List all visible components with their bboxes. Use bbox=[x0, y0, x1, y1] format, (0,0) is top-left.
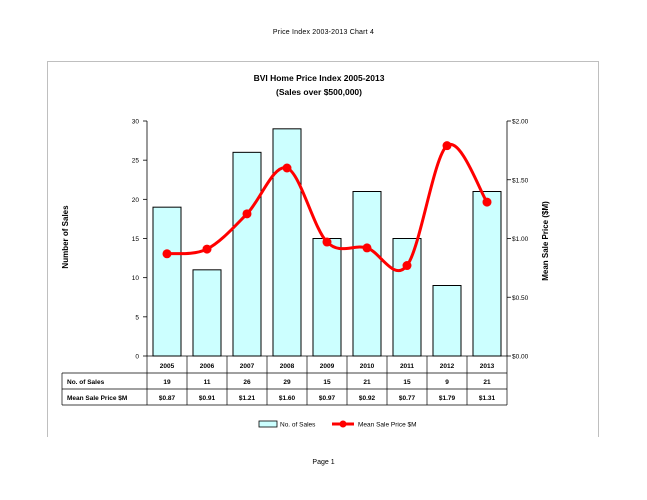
x-tick-label: 2008 bbox=[280, 363, 295, 370]
y-tick-label: 0 bbox=[135, 354, 139, 361]
table-cell: 15 bbox=[323, 379, 331, 386]
x-tick-label: 2013 bbox=[480, 363, 495, 370]
y-tick-label: 25 bbox=[132, 158, 140, 165]
chart-title: BVI Home Price Index 2005-2013 bbox=[254, 73, 385, 83]
x-tick-label: 2006 bbox=[200, 363, 215, 370]
x-tick-label: 2012 bbox=[440, 363, 455, 370]
y2-tick-label: $0.50 bbox=[512, 295, 529, 302]
y2-tick-label: $1.50 bbox=[512, 177, 529, 184]
price-point-2007 bbox=[242, 209, 252, 219]
price-point-2011 bbox=[402, 261, 412, 271]
legend-label-line: Mean Sale Price $M bbox=[358, 422, 417, 429]
legend-swatch-marker bbox=[339, 420, 347, 428]
x-tick-label: 2011 bbox=[400, 363, 414, 370]
price-point-2008 bbox=[282, 163, 292, 173]
table-cell: $0.77 bbox=[399, 395, 416, 402]
plot-area: 0 5 10 15 20 25 30 $0.00 $0.50 $1.00 $1.50 $2.00 200… bbox=[61, 119, 529, 429]
price-point-2006 bbox=[202, 244, 212, 254]
price-point-2013 bbox=[482, 197, 492, 207]
page-footer: Page 1 bbox=[312, 459, 335, 466]
bar-2012 bbox=[432, 285, 462, 357]
x-tick-label: 2009 bbox=[320, 363, 335, 370]
table-cell: $0.87 bbox=[159, 395, 176, 402]
table-row-label: No. of Sales bbox=[67, 379, 105, 386]
x-tick-label: 2007 bbox=[240, 363, 255, 370]
y2-tick-label: $1.00 bbox=[512, 236, 529, 243]
table-cell: 19 bbox=[163, 379, 171, 386]
bar-2007 bbox=[232, 151, 262, 357]
y2-tick-label: $2.00 bbox=[512, 119, 529, 126]
table-cell: 29 bbox=[283, 379, 291, 386]
y-tick-label: 20 bbox=[132, 197, 140, 204]
price-point-2009 bbox=[322, 237, 332, 247]
chart-subtitle: (Sales over $500,000) bbox=[276, 87, 362, 97]
price-point-2012 bbox=[442, 141, 452, 151]
bar-2011 bbox=[392, 238, 422, 357]
y2-tick-label: $0.00 bbox=[512, 354, 529, 361]
table-cell: 15 bbox=[403, 379, 411, 386]
table-cell: 9 bbox=[445, 379, 449, 386]
y-tick-label: 10 bbox=[132, 275, 140, 282]
table-cell: 21 bbox=[363, 379, 371, 386]
y2-axis-label: Mean Sale Price ($M) bbox=[541, 201, 550, 281]
bar-2010 bbox=[352, 191, 382, 357]
table-cell: $1.60 bbox=[279, 395, 296, 402]
table-cell: $0.91 bbox=[199, 395, 216, 402]
table-cell: $0.92 bbox=[359, 395, 376, 402]
bar-2006 bbox=[192, 269, 222, 357]
bar-2013 bbox=[472, 191, 502, 357]
table-cell: $1.21 bbox=[239, 395, 256, 402]
table-cell: 11 bbox=[204, 379, 211, 386]
y-tick-label: 15 bbox=[132, 236, 140, 243]
y-axis-label: Number of Sales bbox=[61, 205, 70, 269]
page-header: Price Index 2003-2013 Chart 4 bbox=[272, 29, 375, 36]
y-tick-label: 5 bbox=[135, 314, 139, 321]
table-cell: $1.31 bbox=[479, 395, 496, 402]
price-line bbox=[166, 142, 489, 273]
table-row-label: Mean Sale Price $M bbox=[67, 395, 127, 402]
y-tick-label: 30 bbox=[132, 119, 140, 126]
chart-frame bbox=[47, 61, 599, 437]
bar-2009 bbox=[312, 238, 342, 357]
bar-2008 bbox=[272, 128, 302, 357]
legend-swatch-bars bbox=[258, 420, 278, 428]
x-tick-label: 2005 bbox=[160, 363, 175, 370]
table-cell: 26 bbox=[243, 379, 251, 386]
table-cell: 21 bbox=[483, 379, 491, 386]
price-point-2010 bbox=[362, 243, 372, 253]
x-tick-label: 2010 bbox=[360, 363, 375, 370]
legend-label-bars: No. of Sales bbox=[280, 422, 316, 429]
price-point-2005 bbox=[162, 249, 172, 259]
table-cell: $1.79 bbox=[439, 395, 456, 402]
table-cell: $0.97 bbox=[319, 395, 336, 402]
bar-2005 bbox=[152, 206, 182, 357]
